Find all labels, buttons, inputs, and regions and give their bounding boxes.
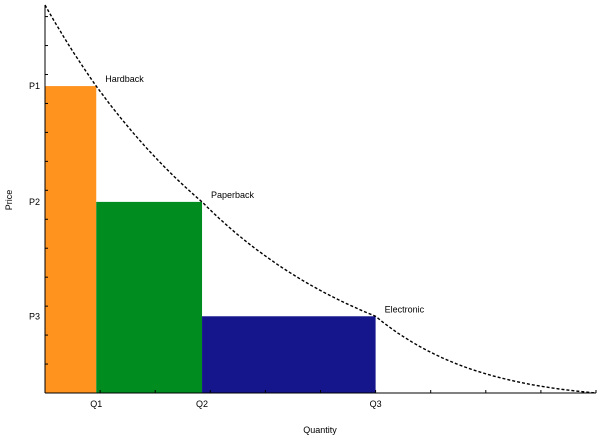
tick-labels: Q1 P1 Q2 P2 Q3 P3 (29, 81, 382, 409)
x-tick-label-q1: Q1 (90, 399, 102, 409)
y-tick-label-p1: P1 (29, 81, 40, 91)
x-axis-title: Quantity (303, 425, 337, 435)
block-hardback (45, 86, 97, 394)
demand-curve-layer (44, 4, 597, 394)
demand-curve (44, 4, 597, 394)
block-annotations: Hardback Paperback Electronic (105, 74, 424, 314)
block-electronic (202, 316, 376, 393)
y-tick-label-p3: P3 (29, 311, 40, 321)
annotation-paperback: Paperback (211, 190, 255, 200)
axis-ticks (45, 16, 597, 393)
x-tick-label-q3: Q3 (370, 399, 382, 409)
block-paperback (96, 201, 203, 393)
y-tick-label-p2: P2 (29, 197, 40, 207)
price-blocks (45, 86, 376, 394)
x-tick-label-q2: Q2 (196, 399, 208, 409)
annotation-hardback: Hardback (105, 74, 144, 84)
y-axis-title: Price (4, 190, 14, 211)
annotation-electronic: Electronic (385, 304, 425, 314)
